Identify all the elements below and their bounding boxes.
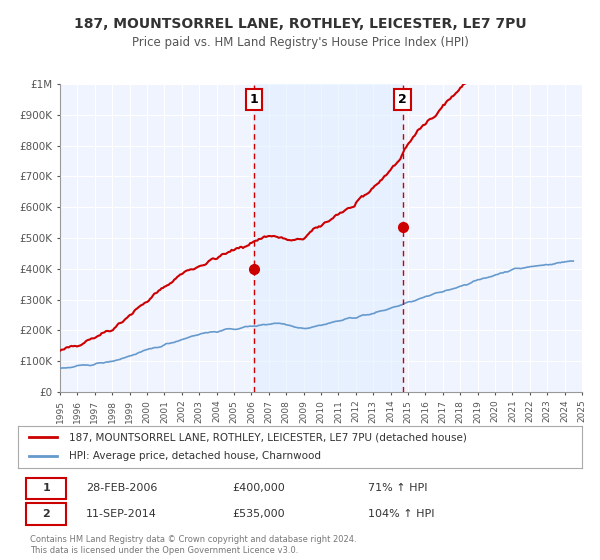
- FancyBboxPatch shape: [26, 478, 66, 499]
- Text: 187, MOUNTSORREL LANE, ROTHLEY, LEICESTER, LE7 7PU: 187, MOUNTSORREL LANE, ROTHLEY, LEICESTE…: [74, 17, 526, 31]
- Text: 187, MOUNTSORREL LANE, ROTHLEY, LEICESTER, LE7 7PU (detached house): 187, MOUNTSORREL LANE, ROTHLEY, LEICESTE…: [69, 432, 467, 442]
- Text: 1: 1: [250, 93, 259, 106]
- FancyBboxPatch shape: [26, 503, 66, 525]
- Text: 2: 2: [398, 93, 407, 106]
- Text: £535,000: £535,000: [232, 509, 285, 519]
- Text: 2: 2: [43, 509, 50, 519]
- Text: HPI: Average price, detached house, Charnwood: HPI: Average price, detached house, Char…: [69, 451, 321, 461]
- Text: 1: 1: [43, 483, 50, 493]
- Text: 104% ↑ HPI: 104% ↑ HPI: [368, 509, 434, 519]
- Bar: [254, 84, 403, 392]
- Text: Price paid vs. HM Land Registry's House Price Index (HPI): Price paid vs. HM Land Registry's House …: [131, 36, 469, 49]
- Text: 28-FEB-2006: 28-FEB-2006: [86, 483, 157, 493]
- Text: 11-SEP-2014: 11-SEP-2014: [86, 509, 157, 519]
- Text: £400,000: £400,000: [232, 483, 285, 493]
- Text: Contains HM Land Registry data © Crown copyright and database right 2024.: Contains HM Land Registry data © Crown c…: [30, 535, 356, 544]
- Text: 71% ↑ HPI: 71% ↑ HPI: [368, 483, 427, 493]
- Text: This data is licensed under the Open Government Licence v3.0.: This data is licensed under the Open Gov…: [30, 546, 298, 555]
